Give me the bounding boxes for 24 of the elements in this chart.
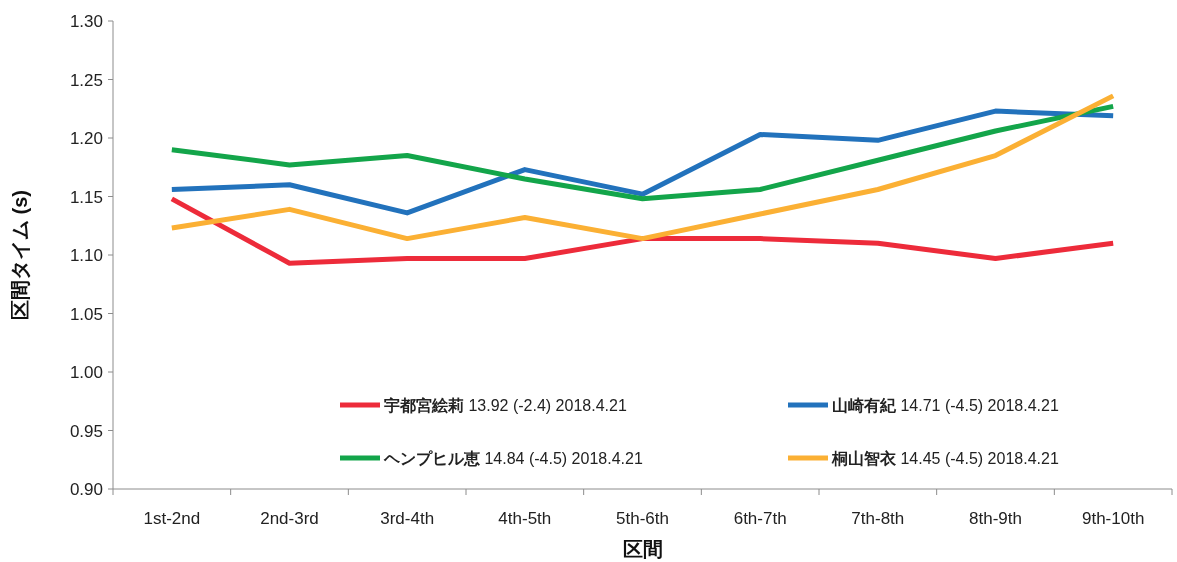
x-tick-label: 9th-10th [1081,509,1145,528]
y-tick-label: 0.95 [69,421,103,441]
x-tick-label: 2nd-3rd [260,509,319,528]
y-tick-label: 1.15 [69,187,103,207]
legend-label: 山崎有紀 14.71 (-4.5) 2018.4.21 [832,397,1059,414]
x-axis-title: 区間 [622,538,663,560]
x-tick-label: 3rd-4th [380,509,435,528]
x-tick-label: 7th-8th [851,509,905,528]
y-tick-label: 1.05 [69,304,103,324]
y-tick-label: 1.20 [69,129,103,148]
y-tick-label: 1.25 [69,70,103,90]
legend-label: 桐山智衣 14.45 (-4.5) 2018.4.21 [831,450,1059,467]
y-axis-title: 区間タイム (s) [9,190,31,320]
x-tick-label: 4th-5th [498,509,552,528]
x-tick-label: 5th-6th [616,509,669,528]
y-tick-label: 0.90 [69,480,103,499]
y-tick-label: 1.00 [69,363,103,382]
y-tick-label: 1.30 [69,12,103,31]
x-tick-label: 8th-9th [969,509,1022,528]
x-tick-label: 6th-7th [733,509,787,528]
legend-label: ヘンプヒル恵 14.84 (-4.5) 2018.4.21 [383,450,643,467]
legend-label: 宇都宮絵莉 13.92 (-2.4) 2018.4.21 [384,396,627,414]
y-tick-label: 1.10 [69,246,103,265]
x-tick-label: 1st-2nd [143,509,201,528]
